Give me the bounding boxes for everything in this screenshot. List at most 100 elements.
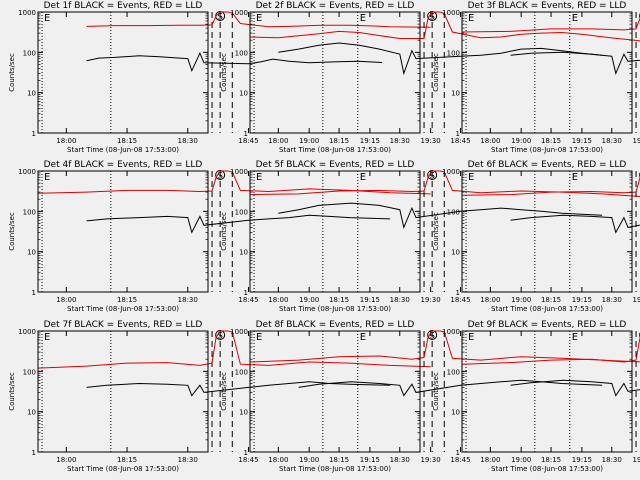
x-tick-label: 18:45 bbox=[238, 456, 258, 464]
marker-label: S bbox=[429, 13, 435, 23]
y-tick-label: 100 bbox=[235, 208, 248, 216]
x-tick-label: 18:45 bbox=[450, 296, 470, 304]
x-tick-label: 18:15 bbox=[541, 296, 561, 304]
y-tick-label: 10 bbox=[239, 90, 248, 98]
marker-label: E bbox=[572, 332, 578, 343]
y-tick-label: 1 bbox=[32, 449, 36, 457]
marker-label: E bbox=[360, 172, 366, 183]
panel-title: Det 1f BLACK = Events, RED = LLD bbox=[44, 1, 203, 11]
events-series-line bbox=[278, 42, 603, 76]
lld-series-line bbox=[37, 330, 431, 369]
events-series-line bbox=[510, 51, 640, 76]
x-tick-label: 18:00 bbox=[480, 296, 500, 304]
panel-det-7: Det 7f BLACK = Events, RED = LLD E S E 1 10 10… bbox=[8, 320, 441, 473]
panel-title: Det 3f BLACK = Events, RED = LLD bbox=[468, 1, 627, 11]
marker-label: E bbox=[468, 332, 474, 343]
marker-label: E bbox=[572, 13, 578, 24]
panel-det-5: Det 5f BLACK = Events, RED = LLD E S E 1 10 10… bbox=[220, 160, 640, 313]
y-tick-label: 1 bbox=[456, 130, 460, 138]
plot-frame bbox=[37, 11, 209, 134]
plot-frame bbox=[249, 170, 421, 293]
x-tick-label: 18:00 bbox=[268, 456, 288, 464]
x-tick-label: 19:30 bbox=[421, 296, 441, 304]
x-tick-label: 19:15 bbox=[360, 296, 380, 304]
marker-label: E bbox=[360, 332, 366, 343]
marker-label: S bbox=[217, 332, 223, 342]
x-axis-label: Start Time (08-Jun-08 17:53:00) bbox=[279, 305, 391, 313]
x-tick-label: 18:15 bbox=[117, 296, 137, 304]
x-tick-label: 19:15 bbox=[572, 137, 592, 145]
y-tick-label: 10 bbox=[27, 90, 36, 98]
y-axis-label: Counts/sec bbox=[432, 212, 440, 251]
y-tick-label: 100 bbox=[23, 368, 36, 376]
plot-frame bbox=[461, 330, 633, 453]
events-series-line bbox=[86, 381, 391, 397]
events-series-line bbox=[86, 214, 391, 234]
panel-det-8: Det 8f BLACK = Events, RED = LLD E S E 1 10 10… bbox=[220, 320, 640, 473]
plot-frame bbox=[37, 330, 209, 453]
marker-label: E bbox=[44, 332, 50, 343]
x-tick-label: 19:30 bbox=[633, 296, 640, 304]
lld-series-line bbox=[249, 170, 640, 198]
x-tick-label: 18:15 bbox=[117, 456, 137, 464]
marker-label: S bbox=[217, 13, 223, 23]
lld-series-line bbox=[249, 11, 640, 42]
x-axis-label: Start Time (08-Jun-08 17:53:00) bbox=[491, 465, 603, 473]
lld-series-line bbox=[461, 336, 640, 365]
panel-title: Det 7f BLACK = Events, RED = LLD bbox=[44, 320, 203, 330]
marker-label: S bbox=[429, 332, 435, 342]
x-tick-label: 18:00 bbox=[56, 456, 76, 464]
y-tick-label: 100 bbox=[447, 368, 460, 376]
plot-frame bbox=[461, 170, 633, 293]
marker-label: E bbox=[44, 172, 50, 183]
y-tick-label: 10 bbox=[239, 249, 248, 257]
events-series-line bbox=[298, 379, 603, 397]
y-tick-label: 10 bbox=[451, 90, 460, 98]
x-tick-label: 19:00 bbox=[511, 137, 531, 145]
x-tick-label: 19:00 bbox=[299, 137, 319, 145]
x-tick-label: 19:00 bbox=[511, 456, 531, 464]
panel-title: Det 6f BLACK = Events, RED = LLD bbox=[468, 160, 627, 170]
panel-det-1: Det 1f BLACK = Events, RED = LLD E S E 1 10 10… bbox=[8, 1, 441, 154]
y-axis-label: Counts/sec bbox=[8, 53, 16, 92]
marker-label: E bbox=[468, 172, 474, 183]
x-tick-label: 19:15 bbox=[572, 296, 592, 304]
x-tick-label: 18:30 bbox=[390, 456, 410, 464]
x-tick-label: 18:30 bbox=[602, 456, 622, 464]
events-series-line bbox=[86, 51, 383, 73]
x-tick-label: 18:30 bbox=[390, 137, 410, 145]
x-tick-label: 19:00 bbox=[511, 296, 531, 304]
y-tick-label: 100 bbox=[23, 208, 36, 216]
y-tick-label: 1 bbox=[32, 289, 36, 297]
y-tick-label: 1000 bbox=[18, 328, 36, 336]
x-tick-label: 18:15 bbox=[541, 456, 561, 464]
y-axis-label: Counts/sec bbox=[220, 212, 228, 251]
y-tick-label: 1000 bbox=[442, 328, 460, 336]
x-tick-label: 18:00 bbox=[56, 137, 76, 145]
x-tick-label: 19:15 bbox=[572, 456, 592, 464]
y-axis-label: Counts/sec bbox=[432, 372, 440, 411]
y-tick-label: 100 bbox=[235, 368, 248, 376]
panel-title: Det 5f BLACK = Events, RED = LLD bbox=[256, 160, 415, 170]
x-tick-label: 18:45 bbox=[450, 456, 470, 464]
x-tick-label: 18:30 bbox=[178, 456, 198, 464]
y-tick-label: 1 bbox=[244, 449, 248, 457]
y-tick-label: 1000 bbox=[18, 168, 36, 176]
plot-frame bbox=[249, 330, 421, 453]
x-tick-label: 18:00 bbox=[56, 296, 76, 304]
y-tick-label: 1000 bbox=[230, 328, 248, 336]
x-axis-label: Start Time (08-Jun-08 17:53:00) bbox=[279, 146, 391, 154]
marker-label: S bbox=[429, 172, 435, 182]
plot-frame bbox=[37, 170, 209, 293]
x-tick-label: 18:30 bbox=[602, 296, 622, 304]
panel-title: Det 9f BLACK = Events, RED = LLD bbox=[468, 320, 627, 330]
panel-title: Det 2f BLACK = Events, RED = LLD bbox=[256, 1, 415, 11]
plot-frame bbox=[461, 11, 633, 134]
x-tick-label: 18:15 bbox=[329, 137, 349, 145]
x-tick-label: 18:15 bbox=[329, 456, 349, 464]
y-axis-label: Counts/sec bbox=[432, 53, 440, 92]
x-tick-label: 18:15 bbox=[329, 296, 349, 304]
x-tick-label: 18:00 bbox=[268, 296, 288, 304]
y-axis-label: Counts/sec bbox=[8, 212, 16, 251]
panel-title: Det 8f BLACK = Events, RED = LLD bbox=[256, 320, 415, 330]
